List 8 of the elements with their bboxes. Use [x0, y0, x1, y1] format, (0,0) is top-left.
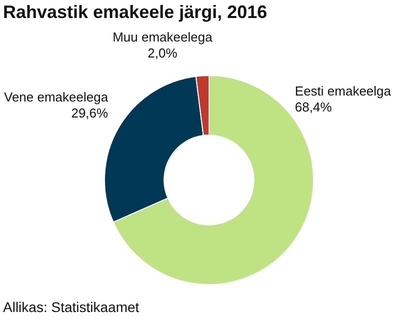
slice-label: Vene emakeelega — [4, 90, 109, 105]
chart-title: Rahvastik emakeele järgi, 2016 — [3, 2, 268, 23]
data-label: 29,6% — [71, 106, 109, 121]
text: Allikas: Statistikaamet — [3, 299, 140, 315]
data-label: 2,0% — [148, 45, 178, 60]
slice-label: Muu emakeelega — [112, 29, 214, 44]
data-label: 68,4% — [294, 100, 332, 115]
slice-label: Eesti emakeelga — [294, 84, 392, 99]
